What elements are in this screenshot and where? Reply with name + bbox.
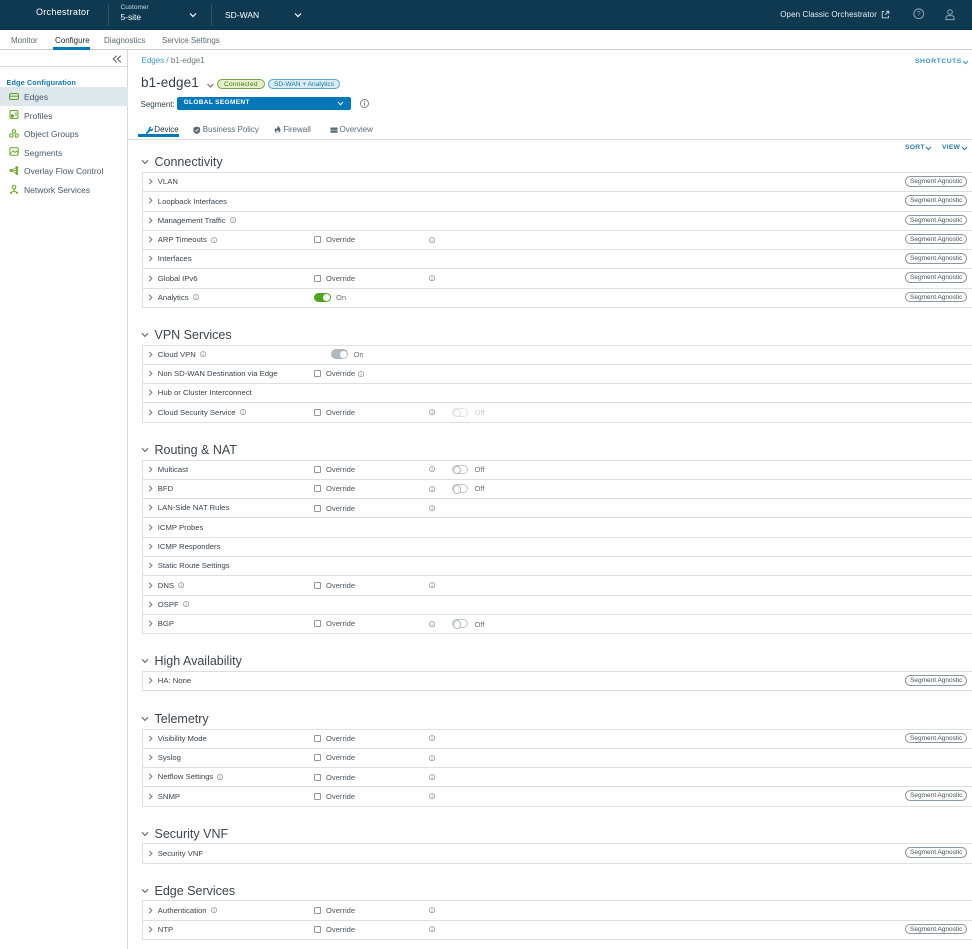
svg-text:?: ? (916, 11, 920, 18)
